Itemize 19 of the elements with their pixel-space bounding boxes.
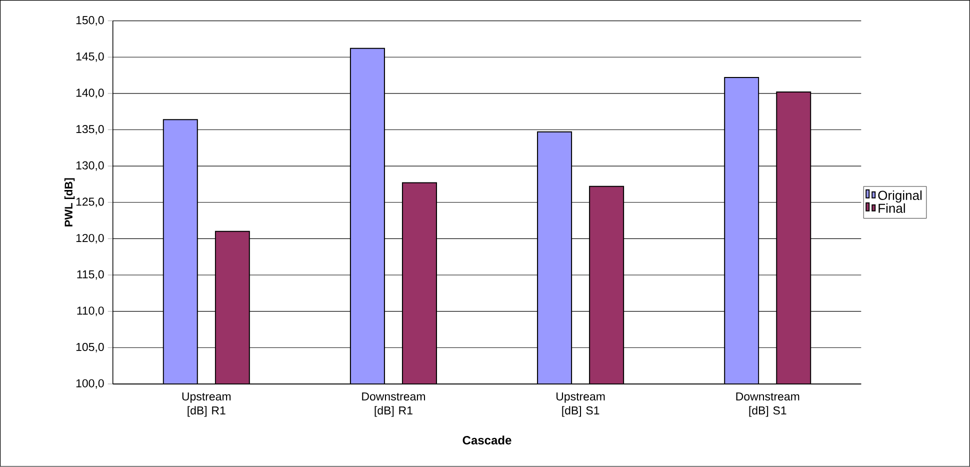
y-tick-label: 130,0 — [76, 161, 104, 171]
y-tick-label: 145,0 — [76, 52, 104, 62]
y-axis-title: PWL [dB] — [64, 178, 75, 226]
x-tick-label: Downstream [dB] R1 — [362, 392, 425, 417]
y-tick-label: 110,0 — [77, 306, 104, 316]
y-tick-label: 150,0 — [76, 16, 104, 26]
y-tick-label: 115,0 — [77, 270, 104, 280]
y-tick-label: 100,0 — [76, 379, 104, 389]
x-tick-label: Downstream [dB] S1 — [736, 392, 800, 417]
legend-label: Final — [878, 203, 905, 214]
y-tick-label: 105,0 — [76, 342, 104, 352]
y-tick-label: 120,0 — [76, 234, 104, 244]
y-tick-label: 135,0 — [76, 125, 104, 135]
x-axis-title: Cascade — [462, 436, 512, 445]
y-tick-label: 125,0 — [76, 198, 104, 208]
x-tick-label: Upstream [dB] R1 — [182, 392, 231, 417]
y-tick-label: 140,0 — [76, 88, 104, 98]
x-tick-label: Upstream [dB] S1 — [556, 392, 605, 417]
legend-label: Original — [878, 190, 922, 203]
